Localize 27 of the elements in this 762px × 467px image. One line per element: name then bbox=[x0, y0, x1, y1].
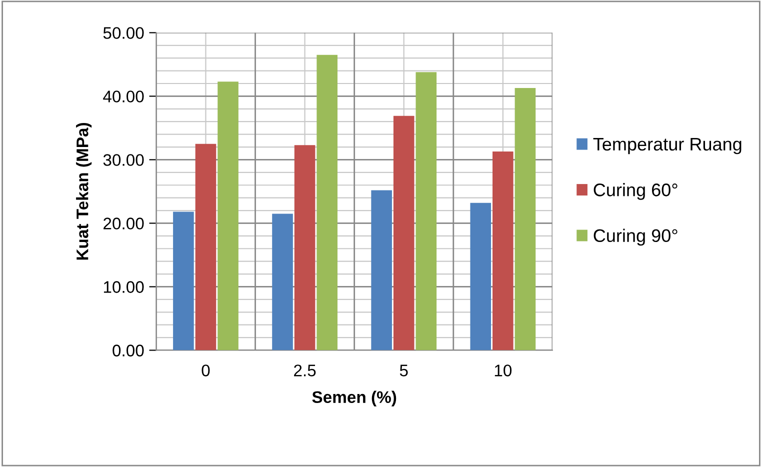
x-tick-label: 5 bbox=[400, 364, 408, 376]
y-tick-label: 20.00 bbox=[104, 218, 144, 230]
bar bbox=[173, 212, 194, 350]
bar bbox=[371, 190, 392, 350]
y-tick-label: 30.00 bbox=[103, 154, 144, 166]
x-axis-title: Semen (%) bbox=[312, 390, 396, 406]
x-tick-label: 0 bbox=[202, 364, 210, 376]
y-tick-label: 50.00 bbox=[103, 27, 144, 39]
bar bbox=[294, 145, 316, 350]
legend-label: Temperatur Ruang bbox=[593, 138, 742, 154]
bar bbox=[514, 88, 536, 350]
bar bbox=[492, 151, 514, 350]
bar bbox=[416, 72, 437, 350]
bar bbox=[470, 202, 492, 350]
y-axis-title: Kuat Tekan (MPa) bbox=[76, 122, 92, 260]
bar bbox=[316, 54, 338, 350]
x-tick-label: 2.5 bbox=[294, 364, 316, 376]
y-tick-label: 10.00 bbox=[104, 281, 144, 293]
bar bbox=[218, 82, 238, 350]
bar bbox=[195, 144, 216, 350]
x-tick-label: 10 bbox=[494, 364, 512, 376]
bar bbox=[393, 116, 414, 350]
legend-label: Curing 90° bbox=[594, 228, 678, 246]
y-tick-label: 0.00 bbox=[112, 344, 144, 356]
legend-label: Curing 60° bbox=[594, 183, 678, 200]
bar bbox=[272, 214, 293, 350]
y-tick-label: 40.00 bbox=[103, 90, 144, 102]
